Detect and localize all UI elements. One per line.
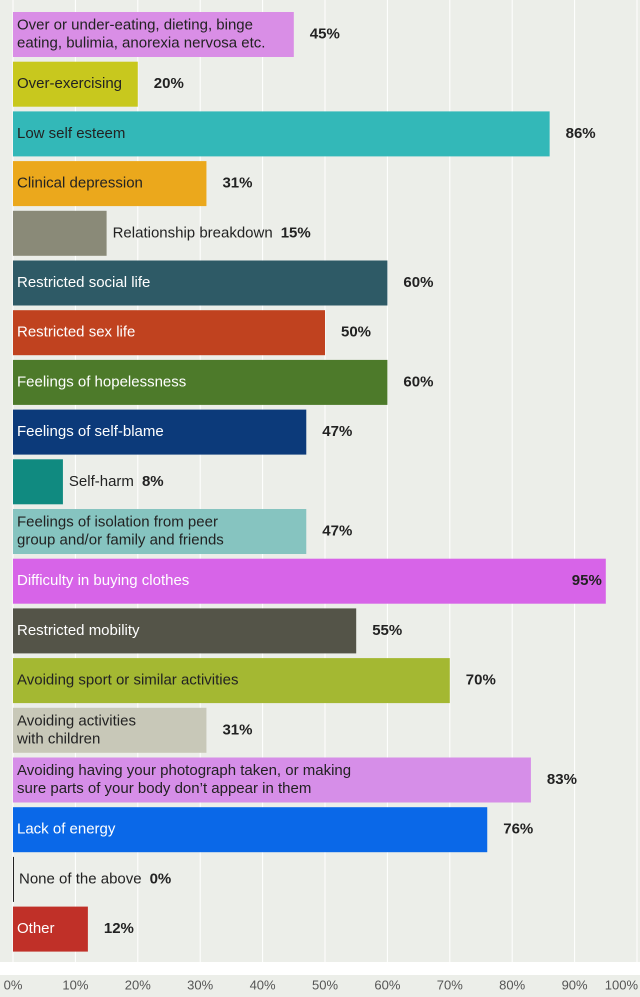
- bar: [13, 757, 531, 803]
- bar: [13, 359, 388, 405]
- x-tick-label: 70%: [437, 977, 463, 992]
- x-tick-label: 10%: [62, 977, 88, 992]
- bar: [13, 310, 325, 356]
- bar: [13, 558, 606, 604]
- axis-background: [0, 975, 640, 997]
- bar: [13, 906, 88, 952]
- category-label: Over-exercising: [17, 75, 122, 92]
- bar: [13, 210, 107, 256]
- value-label: 12%: [104, 920, 134, 937]
- value-label: 86%: [566, 125, 596, 142]
- category-label: Difficulty in buying clothes: [17, 572, 189, 589]
- value-label: 0%: [150, 870, 172, 887]
- x-tick-label: 20%: [125, 977, 151, 992]
- bar: [13, 807, 488, 853]
- value-label: 31%: [222, 721, 252, 738]
- category-label: Feelings of isolation from peer group and…: [17, 513, 224, 548]
- category-label: Relationship breakdown: [113, 224, 273, 241]
- category-label: Avoiding activities with children: [16, 712, 136, 747]
- value-label: 76%: [503, 821, 533, 838]
- category-label: Restricted sex life: [17, 324, 135, 341]
- category-label: Avoiding sport or similar activities: [17, 672, 238, 689]
- bar: [13, 260, 388, 306]
- value-label: 31%: [222, 175, 252, 192]
- value-label: 8%: [142, 473, 164, 490]
- category-label: Low self esteem: [17, 125, 125, 142]
- value-label: 15%: [281, 224, 311, 241]
- x-tick-label: 90%: [562, 977, 588, 992]
- bar: [13, 111, 550, 157]
- bar: [13, 459, 63, 505]
- value-label: 50%: [341, 324, 371, 341]
- x-tick-label: 100%: [605, 977, 639, 992]
- value-label: 47%: [322, 522, 352, 539]
- bar: [13, 161, 207, 207]
- category-label: None of the above: [19, 870, 142, 887]
- category-label: Feelings of hopelessness: [17, 373, 186, 390]
- bar: [13, 707, 207, 753]
- category-label: Avoiding having your photograph taken, o…: [17, 762, 351, 797]
- category-label: Feelings of self-blame: [17, 423, 164, 440]
- bar: [13, 509, 307, 554]
- category-label: Restricted social life: [17, 274, 150, 291]
- bar: [13, 12, 294, 57]
- x-tick-label: 50%: [312, 977, 338, 992]
- value-label: 70%: [466, 672, 496, 689]
- value-label: 60%: [403, 373, 433, 390]
- category-label: Over or under-eating, dieting, binge eati…: [17, 16, 265, 51]
- x-tick-label: 0%: [4, 977, 23, 992]
- bar: [13, 658, 450, 704]
- bar: [13, 856, 14, 902]
- x-tick-label: 80%: [499, 977, 525, 992]
- value-label: 47%: [322, 423, 352, 440]
- category-label: Self-harm: [69, 473, 134, 490]
- value-label: 55%: [372, 622, 402, 639]
- bar: [13, 61, 138, 107]
- category-label: Restricted mobility: [17, 622, 140, 639]
- x-tick-label: 40%: [250, 977, 276, 992]
- bar: [13, 608, 357, 654]
- value-label: 20%: [154, 75, 184, 92]
- category-label: Other: [17, 920, 55, 937]
- x-tick-label: 30%: [187, 977, 213, 992]
- category-label: Lack of energy: [17, 821, 116, 838]
- value-label: 45%: [310, 25, 340, 42]
- value-label: 83%: [547, 771, 577, 788]
- bar: [13, 409, 307, 455]
- category-label: Clinical depression: [17, 175, 143, 192]
- value-label: 60%: [403, 274, 433, 291]
- x-tick-label: 60%: [374, 977, 400, 992]
- value-label: 95%: [572, 572, 602, 589]
